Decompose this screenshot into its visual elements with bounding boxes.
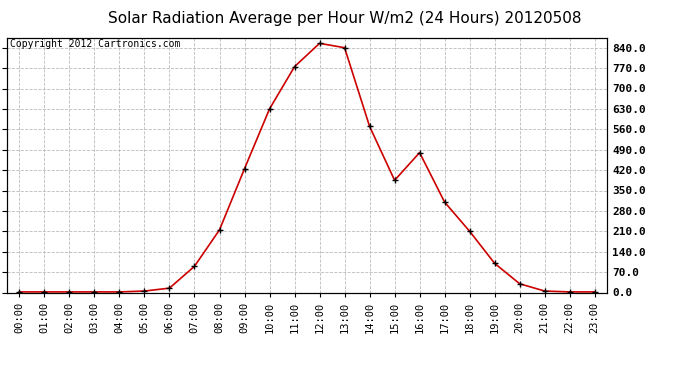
Text: Solar Radiation Average per Hour W/m2 (24 Hours) 20120508: Solar Radiation Average per Hour W/m2 (2…: [108, 11, 582, 26]
Text: Copyright 2012 Cartronics.com: Copyright 2012 Cartronics.com: [10, 39, 180, 49]
